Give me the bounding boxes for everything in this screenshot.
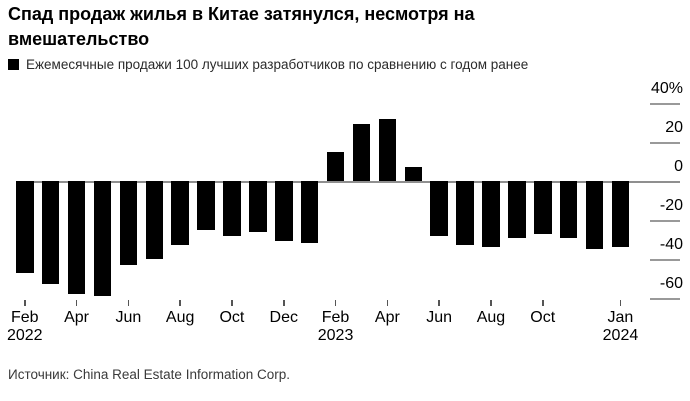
bar <box>326 151 345 181</box>
x-axis-tick <box>231 300 233 306</box>
bar <box>430 181 448 236</box>
x-axis-label: Jun <box>93 309 163 327</box>
x-axis-label: Feb 2023 <box>301 309 371 345</box>
bar <box>223 181 241 236</box>
y-axis-tick <box>650 298 680 300</box>
x-axis-label: Dec <box>249 309 319 327</box>
x-axis-label: Oct <box>508 309 578 327</box>
bar <box>559 181 578 238</box>
bar <box>300 181 319 244</box>
y-axis-label: -20 <box>659 197 683 214</box>
chart-title: Спад продаж жилья в Китае затянулся, нес… <box>8 4 475 49</box>
bar <box>145 181 163 259</box>
x-axis-label: Jun <box>404 309 474 327</box>
x-axis-label: Apr <box>42 309 112 327</box>
bar <box>93 181 112 297</box>
x-axis-label-month: Dec <box>269 309 298 326</box>
x-axis-tick <box>619 300 622 306</box>
bar <box>508 181 526 238</box>
zero-axis-line <box>16 181 680 183</box>
x-axis-label-month: Jun <box>426 309 453 326</box>
x-axis-label-month: Jun <box>115 309 142 326</box>
x-axis-label-month: Aug <box>165 309 195 326</box>
x-axis-label-month: Oct <box>219 309 245 326</box>
x-axis-label-month: Feb <box>10 309 39 326</box>
y-axis-tick <box>650 103 680 105</box>
bar <box>41 181 60 285</box>
bar-chart-plot-area: 40% 20 0 -20 -40 -60 Feb 2022 Apr Jun Aug Oct Dec Feb… <box>0 81 690 355</box>
bar <box>378 118 397 181</box>
x-axis-tick <box>542 300 544 306</box>
x-axis-label-month: Feb <box>321 309 350 326</box>
bar <box>197 181 215 230</box>
x-axis-label: Aug <box>456 309 526 327</box>
x-axis-tick <box>75 300 78 306</box>
x-axis-tick <box>490 300 492 306</box>
x-axis-tick <box>386 300 389 306</box>
bar <box>275 181 293 242</box>
x-axis-tick <box>179 300 181 306</box>
x-axis-label: Apr <box>352 309 422 327</box>
y-axis-tick <box>650 259 680 261</box>
bar <box>352 124 371 181</box>
bar <box>534 181 552 234</box>
bar <box>171 181 189 246</box>
y-axis-label: 40% <box>650 80 683 97</box>
source-note: Источник: China Real Estate Information … <box>8 367 290 382</box>
x-axis-label: Feb 2022 <box>0 309 60 345</box>
y-axis-label: 20 <box>665 119 683 136</box>
x-axis-label-month: Aug <box>476 309 506 326</box>
x-axis-label: Oct <box>197 309 267 327</box>
x-axis-label-month: Oct <box>530 309 556 326</box>
bar <box>16 181 34 273</box>
y-axis-tick <box>650 220 680 222</box>
x-axis-label: Aug <box>145 309 215 327</box>
x-axis-tick <box>283 300 285 306</box>
bar <box>611 181 630 248</box>
x-axis-label-year: 2024 <box>602 327 639 344</box>
bar <box>456 181 474 246</box>
bar <box>67 181 86 295</box>
x-axis-label-month: Apr <box>64 309 89 326</box>
y-axis-label: 0 <box>674 158 683 175</box>
x-axis-tick <box>127 300 130 306</box>
bar <box>119 181 138 265</box>
x-axis-tick <box>334 300 337 306</box>
x-axis-label-month: Jan <box>607 309 634 326</box>
x-axis-label-year: 2023 <box>317 327 354 344</box>
x-axis-label-year: 2022 <box>6 327 43 344</box>
chart-legend: Ежемесячные продажи 100 лучших разработч… <box>8 57 528 72</box>
bar <box>482 181 500 248</box>
x-axis-tick <box>438 300 440 306</box>
legend-square-marker-icon <box>8 59 19 70</box>
y-axis-label: -40 <box>659 236 683 253</box>
y-axis-tick <box>650 142 680 144</box>
legend-label: Ежемесячные продажи 100 лучших разработч… <box>26 57 529 72</box>
x-axis-label-month: Apr <box>374 309 400 326</box>
x-axis-label: Jan 2024 <box>585 309 655 345</box>
bar <box>249 181 267 232</box>
bar <box>585 181 604 250</box>
x-axis-tick <box>24 300 26 306</box>
y-axis-label: -60 <box>659 275 683 292</box>
bar <box>404 167 422 181</box>
